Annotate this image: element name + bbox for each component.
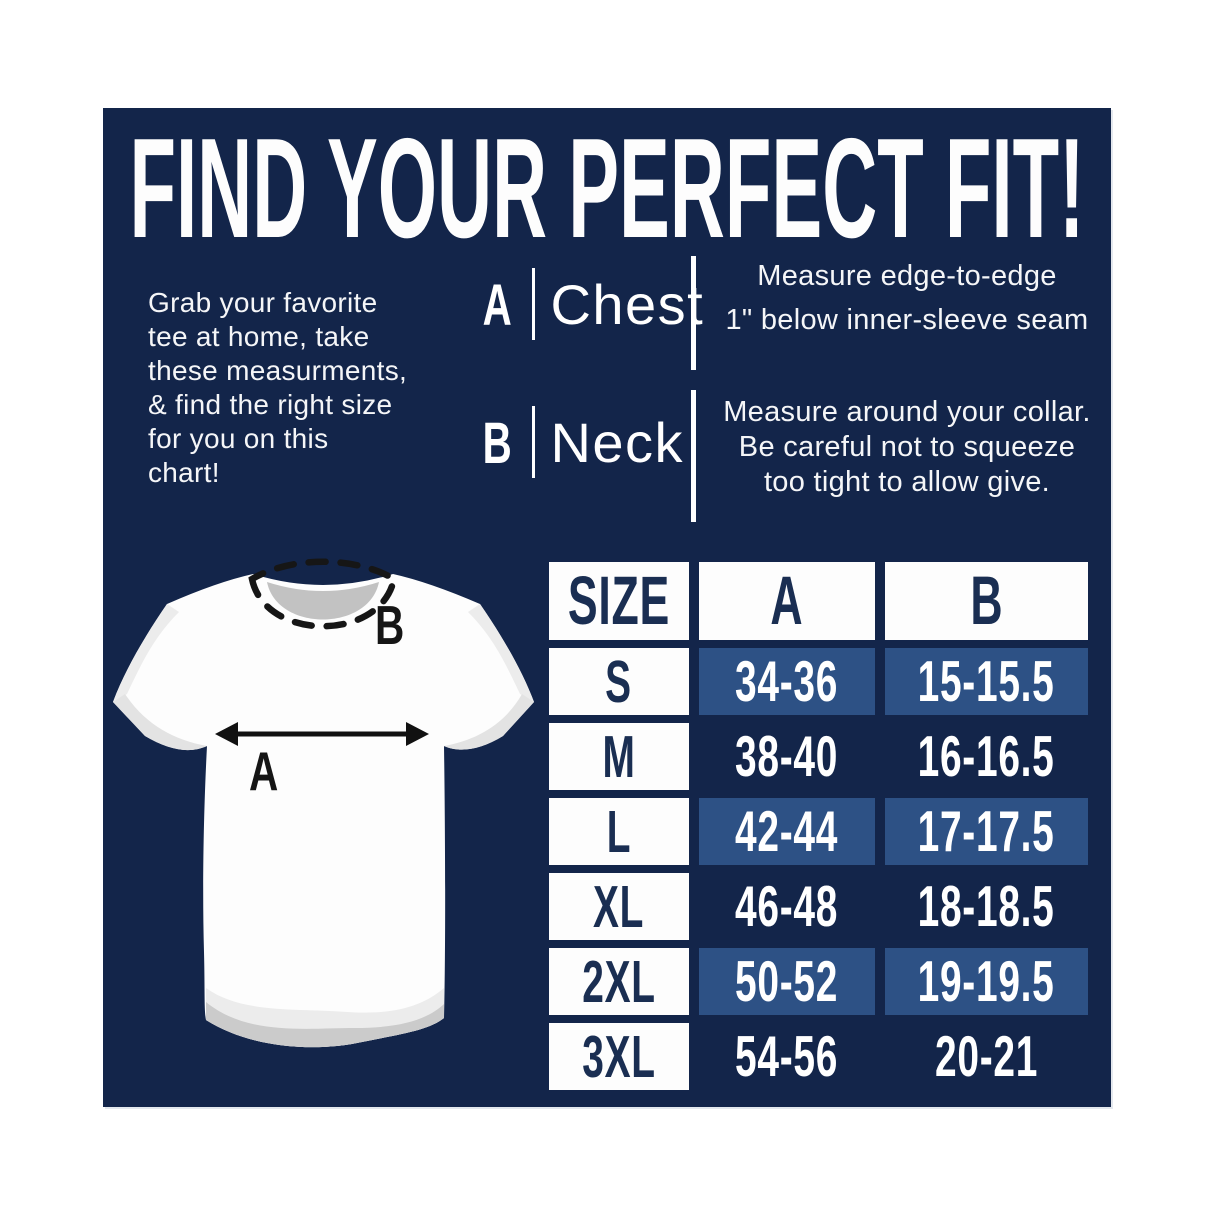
- measurement-letter-a: A: [482, 270, 512, 338]
- divider-thin: [532, 406, 536, 478]
- tshirt-shade-left-shoulder: [113, 604, 179, 702]
- infographic-card: FIND YOUR PERFECT FIT! Grab your favorit…: [103, 108, 1111, 1107]
- divider-tall-neck: [691, 390, 696, 522]
- intro-line: Grab your favorite: [148, 287, 378, 318]
- col-header-a: A: [699, 562, 875, 640]
- desc-line: 1" below inner-sleeve seam: [725, 304, 1089, 336]
- value-l-b: 17-17.5: [885, 798, 1088, 865]
- value-2xl-a: 50-52: [699, 948, 875, 1015]
- tshirt-collar-inner: [267, 582, 379, 620]
- intro-paragraph: Grab your favorite tee at home, take the…: [148, 286, 458, 490]
- col-header-b: B: [885, 562, 1088, 640]
- col-header-size: SIZE: [549, 562, 689, 640]
- page-title: FIND YOUR PERFECT FIT!: [130, 109, 1085, 268]
- intro-line: & find the right size: [148, 389, 393, 420]
- chest-arrow-head-right: [406, 722, 429, 746]
- size-label-3xl: 3XL: [549, 1023, 689, 1090]
- tshirt-shade-hem-dark: [206, 1002, 444, 1048]
- value-3xl-a: 54-56: [735, 1024, 839, 1089]
- value-m-b: 16-16.5: [918, 724, 1055, 789]
- title-banner: FIND YOUR PERFECT FIT!: [130, 109, 1085, 268]
- measurement-name-chest: Chest: [550, 272, 705, 336]
- measurement-letter-b: B: [482, 408, 512, 476]
- shirt-neck-label: B: [375, 595, 404, 657]
- size-label-m: M: [549, 723, 689, 790]
- value-s-b: 15-15.5: [885, 648, 1088, 715]
- intro-line: tee at home, take: [148, 321, 370, 352]
- intro-line: for you on this: [148, 423, 329, 454]
- measurement-desc-chest: Measure edge-to-edge 1" below inner-slee…: [705, 254, 1109, 342]
- tshirt-shade-left-sleeve: [113, 694, 207, 751]
- desc-line: too tight to allow give.: [763, 466, 1051, 498]
- desc-line: Measure edge-to-edge: [757, 260, 1057, 292]
- measurement-name-neck: Neck: [550, 410, 685, 474]
- size-label-2xl: 2XL: [549, 948, 689, 1015]
- chest-arrow-head-left: [215, 722, 238, 746]
- desc-line: Measure around your collar.: [723, 396, 1091, 428]
- size-label-l: L: [549, 798, 689, 865]
- tshirt-shade-right-sleeve: [444, 694, 534, 750]
- size-chart-table: SIZE A B S 34-36 15-15.5 M 38-40 16-16.5…: [549, 562, 1088, 1090]
- intro-line: chart!: [148, 457, 220, 488]
- value-s-a: 34-36: [699, 648, 875, 715]
- divider-thin: [532, 268, 536, 340]
- tshirt-collar-dashed-line: [248, 558, 398, 630]
- value-m-a: 38-40: [735, 724, 839, 789]
- size-label-xl: XL: [549, 873, 689, 940]
- desc-line: Be careful not to squeeze: [738, 431, 1076, 463]
- measurement-desc-neck: Measure around your collar. Be careful n…: [705, 395, 1109, 500]
- intro-line: these measurments,: [148, 355, 408, 386]
- size-label-s: S: [549, 648, 689, 715]
- value-xl-a: 46-48: [735, 874, 839, 939]
- value-3xl-b: 20-21: [934, 1024, 1039, 1089]
- tshirt-shade-right-shoulder: [468, 604, 534, 702]
- shirt-chest-arrow-label: A: [249, 741, 278, 803]
- value-l-a: 42-44: [699, 798, 875, 865]
- value-xl-b: 18-18.5: [918, 874, 1055, 939]
- value-2xl-b: 19-19.5: [885, 948, 1088, 1015]
- divider-tall-chest: [691, 256, 696, 370]
- tshirt-diagram: A B: [113, 558, 534, 1048]
- measurement-neck: B Neck: [477, 400, 684, 484]
- tshirt-body: [113, 574, 534, 1048]
- measurement-chest: A Chest: [477, 262, 704, 346]
